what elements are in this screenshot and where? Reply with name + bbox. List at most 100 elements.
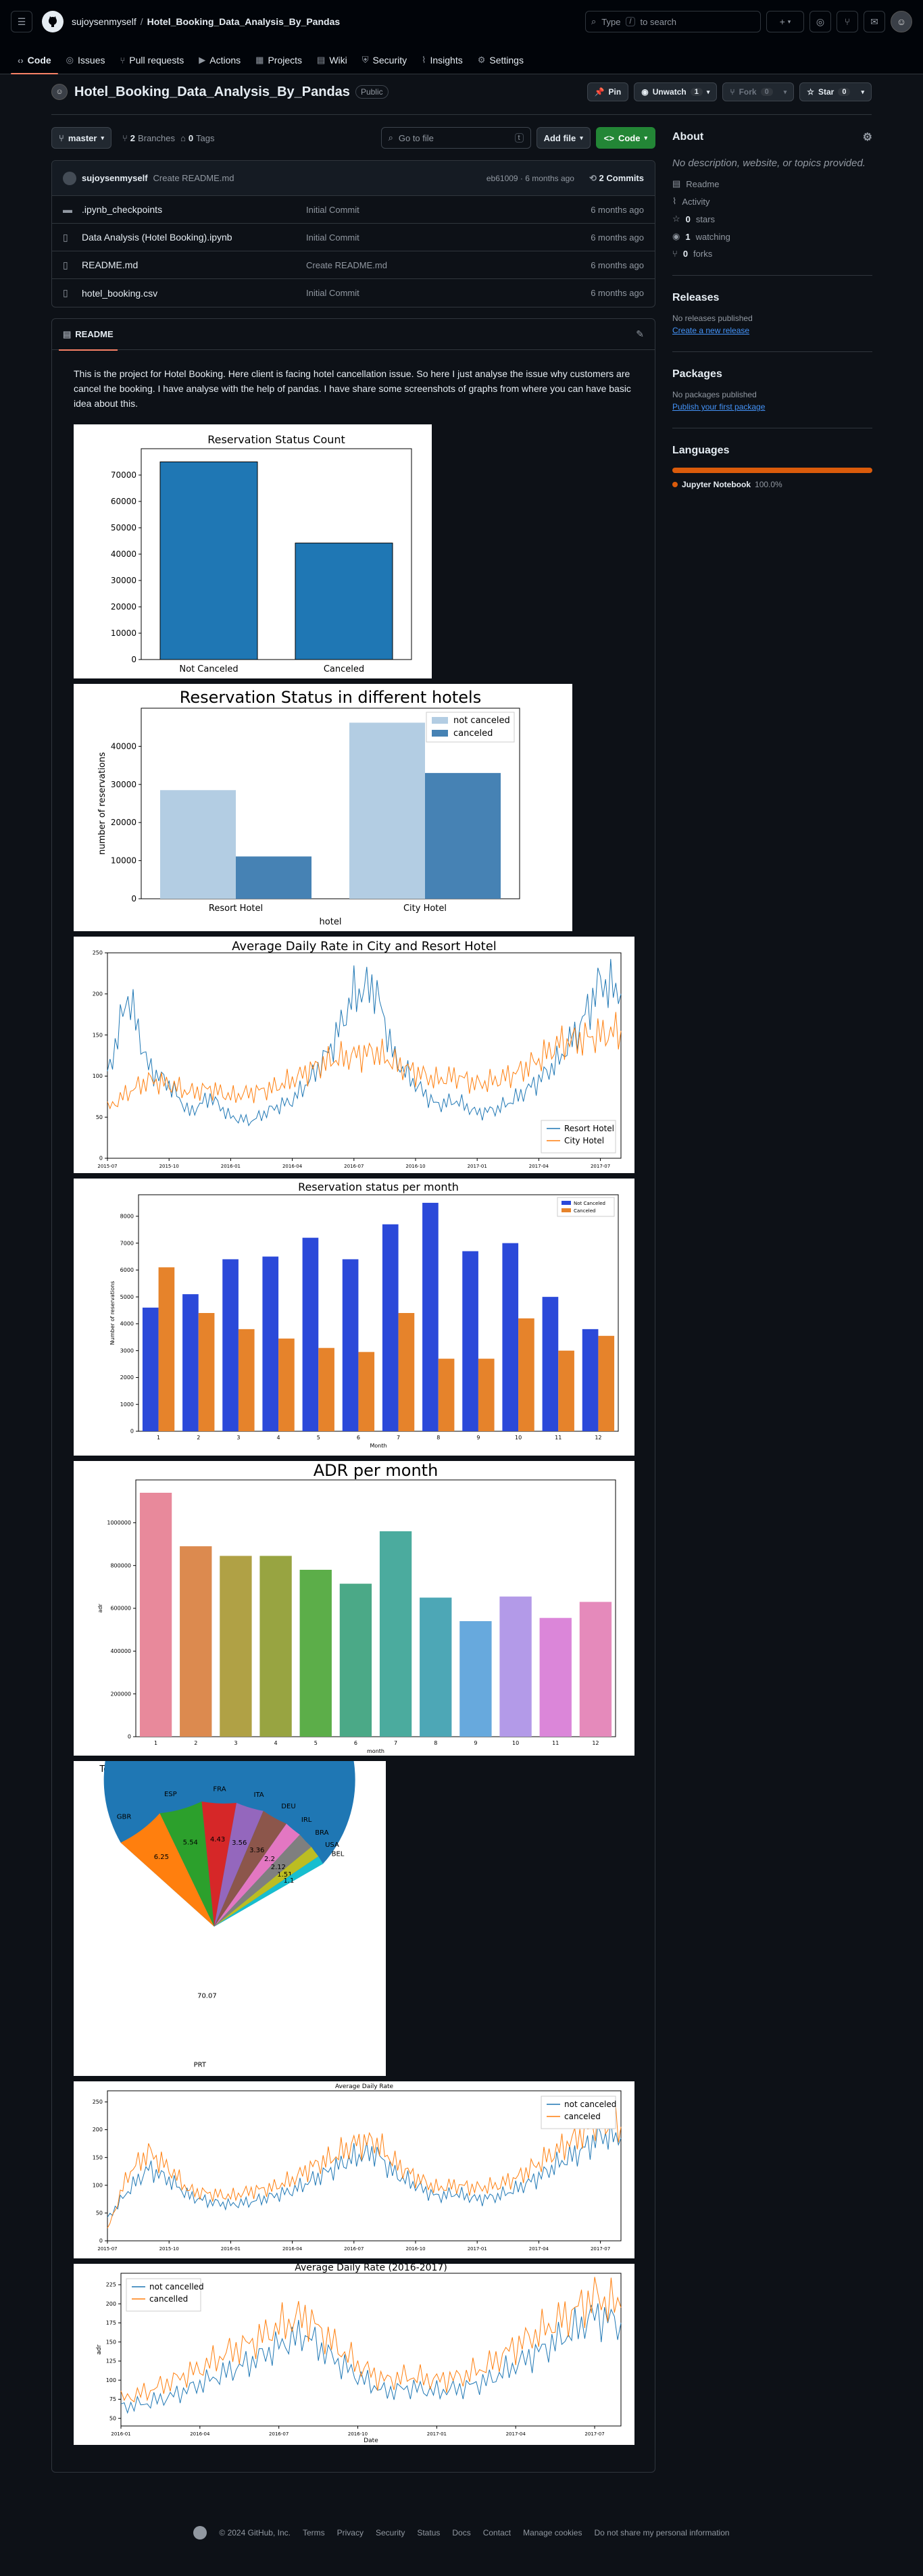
file-commit-time: 6 months ago	[591, 204, 644, 215]
commits-link[interactable]: ⟲ 2 Commits	[589, 173, 644, 184]
y-tick-label: 400000	[110, 1648, 131, 1654]
footer-link[interactable]: Contact	[482, 2528, 512, 2537]
gear-icon[interactable]: ⚙	[862, 132, 872, 143]
footer-link[interactable]: Do not share my personal information	[594, 2528, 730, 2537]
commit-author-avatar[interactable]	[63, 171, 76, 185]
series-line	[107, 2119, 622, 2218]
caret-down-icon[interactable]: ▾	[783, 88, 787, 95]
file-name[interactable]: README.md	[82, 259, 139, 270]
commit-message[interactable]: Create README.md	[153, 173, 234, 183]
bar	[420, 1597, 452, 1737]
about-heading: About ⚙	[672, 130, 872, 144]
branches-link[interactable]: ⑂ 2 Branches	[122, 133, 175, 143]
y-axis-label: number of reservations	[97, 752, 107, 855]
repo-title[interactable]: Hotel_Booking_Data_Analysis_By_Pandas	[74, 84, 350, 99]
file-name[interactable]: hotel_booking.csv	[82, 287, 158, 299]
plot-frame	[107, 952, 622, 1159]
readme-panel: ▤ README ✎ This is the project for Hotel …	[51, 318, 655, 2473]
breadcrumb-owner[interactable]: sujoysenmyself	[72, 16, 136, 27]
releases-heading[interactable]: Releases	[672, 292, 720, 303]
global-search-input[interactable]: ⌕ Type / to search	[585, 11, 761, 32]
code-button[interactable]: <> Code ▾	[595, 127, 655, 149]
owner-avatar[interactable]: ☺	[51, 84, 68, 100]
book-icon: ▤	[317, 55, 326, 65]
fork-button[interactable]: ⑂ Fork 0 ▾	[722, 82, 795, 101]
tab-projects[interactable]: ▦ Projects	[249, 55, 309, 74]
footer-link[interactable]: Docs	[452, 2528, 471, 2537]
create-new-button[interactable]: + ▾	[766, 11, 804, 32]
issues-button[interactable]: ◎	[809, 11, 831, 32]
sidebar-item-forks[interactable]: ⑂ 0 forks	[672, 249, 872, 259]
edit-pencil-icon[interactable]: ✎	[636, 328, 644, 339]
footer-link[interactable]: Privacy	[336, 2528, 364, 2537]
caret-down-icon[interactable]: ▾	[861, 88, 864, 95]
file-name[interactable]: Data Analysis (Hotel Booking).ipynb	[82, 232, 232, 243]
footer-link[interactable]: Security	[375, 2528, 405, 2537]
file-row[interactable]: ▬ .ipynb_checkpoints Initial Commit 6 month…	[52, 196, 655, 224]
file-commit-message[interactable]: Initial Commit	[306, 232, 359, 243]
github-logo-icon[interactable]	[42, 11, 64, 32]
file-row[interactable]: ▯ README.md Create README.md 6 months ago	[52, 251, 655, 279]
tab-label: Projects	[268, 55, 303, 66]
tab-settings[interactable]: ⚙ Settings	[471, 55, 530, 74]
tab-pull-requests[interactable]: ⑂ Pull requests	[113, 55, 191, 74]
footer-link[interactable]: Terms	[302, 2528, 325, 2537]
add-file-button[interactable]: Add file ▾	[536, 127, 591, 149]
unwatch-button[interactable]: ◉ Unwatch 1 ▾	[634, 82, 718, 101]
file-commit-message[interactable]: Create README.md	[306, 259, 387, 270]
menu-icon[interactable]: ☰	[11, 11, 32, 32]
file-commit-message[interactable]: Initial Commit	[306, 204, 359, 215]
sidebar-item-Readme[interactable]: ▤ Readme	[672, 178, 872, 189]
packages-heading[interactable]: Packages	[672, 368, 722, 380]
bar	[542, 1297, 559, 1431]
slice-category-label: DEU	[281, 1803, 295, 1810]
tab-wiki[interactable]: ▤ Wiki	[310, 55, 354, 74]
tab-label: Wiki	[329, 55, 347, 66]
breadcrumb-repo[interactable]: Hotel_Booking_Data_Analysis_By_Pandas	[147, 16, 341, 27]
footer-link[interactable]: Status	[417, 2528, 441, 2537]
readme-tab[interactable]: ▤ README	[59, 319, 118, 351]
file-row[interactable]: ▯ hotel_booking.csv Initial Commit 6 months…	[52, 279, 655, 307]
commit-author[interactable]: sujoysenmyself	[82, 173, 148, 183]
bar	[182, 1294, 199, 1431]
file-commit-time: 6 months ago	[591, 259, 644, 270]
readme-header: ▤ README ✎	[52, 319, 655, 351]
tab-issues[interactable]: ◎ Issues	[59, 55, 112, 74]
branch-selector[interactable]: ⑂ master ▾	[51, 127, 111, 149]
x-tick-label: 3	[234, 1740, 237, 1746]
inbox-button[interactable]: ✉	[864, 11, 885, 32]
y-tick-label: 150	[106, 2339, 116, 2345]
tab-label: Security	[372, 55, 407, 66]
create-release-link[interactable]: Create a new release	[672, 326, 750, 335]
file-commit-message[interactable]: Initial Commit	[306, 288, 359, 298]
go-to-file-input[interactable]: ⌕ Go to file t	[380, 127, 531, 149]
tab-actions[interactable]: ▶ Actions	[192, 55, 247, 74]
footer-link[interactable]: Manage cookies	[523, 2528, 582, 2537]
y-tick-label: 50	[96, 2210, 103, 2216]
tab-security[interactable]: ⛨ Security	[355, 55, 414, 74]
slice-category-label: USA	[325, 1841, 339, 1849]
tags-link[interactable]: ⌂ 0 Tags	[180, 133, 215, 143]
figure-top-countries-canceled: Top 10 countries with reservation cancel…	[74, 1761, 386, 2076]
tab-insights[interactable]: ⌇ Insights	[415, 55, 470, 74]
x-tick-label: 2016-04	[282, 2246, 303, 2252]
tab-code[interactable]: ‹› Code	[11, 55, 58, 74]
pull-requests-button[interactable]: ⑂	[837, 11, 858, 32]
language-item[interactable]: Jupyter Notebook 100.0%	[672, 480, 872, 489]
y-tick-label: 200000	[110, 1691, 131, 1697]
sidebar-item-stars[interactable]: ☆ 0 stars	[672, 214, 872, 224]
y-tick-label: 1000000	[107, 1520, 131, 1526]
file-name[interactable]: .ipynb_checkpoints	[82, 204, 163, 215]
file-row[interactable]: ▯ Data Analysis (Hotel Booking).ipynb Init…	[52, 224, 655, 251]
x-tick-label: 11	[552, 1740, 559, 1746]
user-avatar[interactable]: ☺	[891, 11, 912, 32]
sidebar-item-Activity[interactable]: ⌇ Activity	[672, 196, 872, 207]
bar	[238, 1329, 255, 1431]
file-list: sujoysenmyself Create README.md eb61009 …	[51, 160, 655, 307]
pin-button[interactable]: 📌 Pin	[587, 82, 629, 101]
star-button[interactable]: ☆ Star 0 ▾	[799, 82, 872, 101]
sidebar-item-watching[interactable]: ◉ 1 watching	[672, 231, 872, 242]
github-footer-logo-icon[interactable]	[193, 2526, 207, 2540]
commit-hash-time[interactable]: eb61009 · 6 months ago	[486, 173, 574, 183]
publish-package-link[interactable]: Publish your first package	[672, 402, 766, 412]
